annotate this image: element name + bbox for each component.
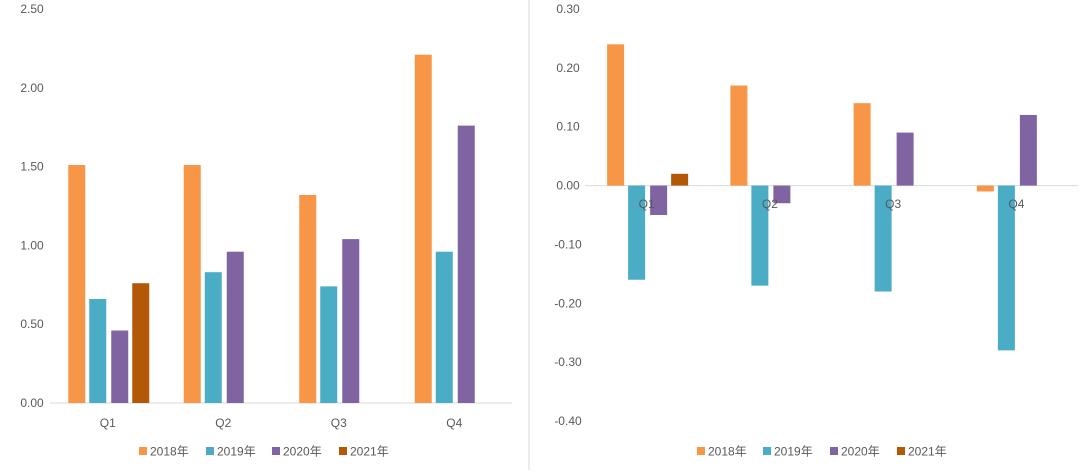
x-tick-label: Q2 <box>762 197 778 211</box>
legend-label: 2020年 <box>841 445 880 459</box>
legend-label: 2019年 <box>774 445 813 459</box>
bar-q1-series-1 <box>68 165 86 403</box>
bar-q1-series-1 <box>607 44 625 186</box>
bar-q2-series-3 <box>773 185 791 204</box>
y-tick-label: -0.40 <box>554 414 582 428</box>
bar-q3-series-1 <box>853 103 871 186</box>
x-tick-label: Q4 <box>446 416 462 430</box>
y-tick-label: 1.00 <box>20 238 44 252</box>
y-tick-label: -0.30 <box>554 355 582 369</box>
legend-swatch <box>763 447 771 455</box>
bar-q1-series-4 <box>132 283 150 403</box>
chart-panel-2: -0.40 -0.30 -0.20 -0.10 0.00 0.10 0.20 0.30 Q1 Q2… <box>554 2 1078 459</box>
bar-q2-series-2 <box>751 185 769 286</box>
bar-q4-series-3 <box>457 125 475 404</box>
bar-q3-series-3 <box>896 132 914 186</box>
bar-q3-series-1 <box>299 194 317 403</box>
y-tick-label: 0.00 <box>556 179 580 193</box>
bar-q4-series-1 <box>414 54 432 403</box>
bar-q4-series-2 <box>435 251 453 403</box>
bar-q1-series-3 <box>111 330 129 403</box>
y-tick-label: 2.00 <box>20 81 44 95</box>
y-tick-label: 0.00 <box>20 396 44 410</box>
legend-swatch <box>339 447 347 455</box>
y-tick-label: -0.10 <box>554 237 582 251</box>
legend: 2018年 2019年 2020年 2021年 <box>139 445 389 459</box>
bar-q1-series-4 <box>671 173 689 186</box>
legend-label: 2020年 <box>283 445 322 459</box>
legend-swatch <box>206 447 214 455</box>
bar-q1-series-3 <box>650 185 668 215</box>
legend-swatch <box>697 447 705 455</box>
y-tick-label: -0.20 <box>554 296 582 310</box>
legend-swatch <box>272 447 280 455</box>
bar-q1-series-2 <box>89 298 107 403</box>
x-tick-label: Q3 <box>331 416 347 430</box>
y-tick-label: 0.20 <box>556 61 580 75</box>
legend: 2018年 2019年 2020年 2021年 <box>697 445 947 459</box>
bar-q4-series-1 <box>976 185 994 192</box>
bar-q3-series-2 <box>320 286 338 403</box>
x-tick-label: Q4 <box>1008 197 1024 211</box>
bar-q1-series-2 <box>628 185 646 280</box>
x-tick-label: Q3 <box>885 197 901 211</box>
y-tick-label: 2.50 <box>20 2 44 16</box>
x-tick-label: Q2 <box>215 416 231 430</box>
bar-q4-series-3 <box>1019 114 1037 186</box>
bar-q3-series-3 <box>342 239 360 403</box>
legend-swatch <box>897 447 905 455</box>
bar-q2-series-3 <box>226 251 244 403</box>
legend-label: 2021年 <box>908 445 947 459</box>
legend-swatch <box>830 447 838 455</box>
bar-q2-series-1 <box>730 85 748 186</box>
legend-label: 2018年 <box>708 445 747 459</box>
bar-q4-series-2 <box>997 185 1015 351</box>
y-tick-label: 0.10 <box>556 120 580 134</box>
y-tick-label: 1.50 <box>20 160 44 174</box>
x-tick-label: Q1 <box>639 197 655 211</box>
y-tick-label: 0.30 <box>556 2 580 16</box>
legend-label: 2018年 <box>150 445 189 459</box>
y-tick-label: 0.50 <box>20 317 44 331</box>
legend-swatch <box>139 447 147 455</box>
x-tick-label: Q1 <box>100 416 116 430</box>
legend-label: 2019年 <box>217 445 256 459</box>
bar-q2-series-1 <box>183 165 201 403</box>
bar-q3-series-2 <box>874 185 892 292</box>
legend-label: 2021年 <box>350 445 389 459</box>
bar-q2-series-2 <box>204 272 222 403</box>
